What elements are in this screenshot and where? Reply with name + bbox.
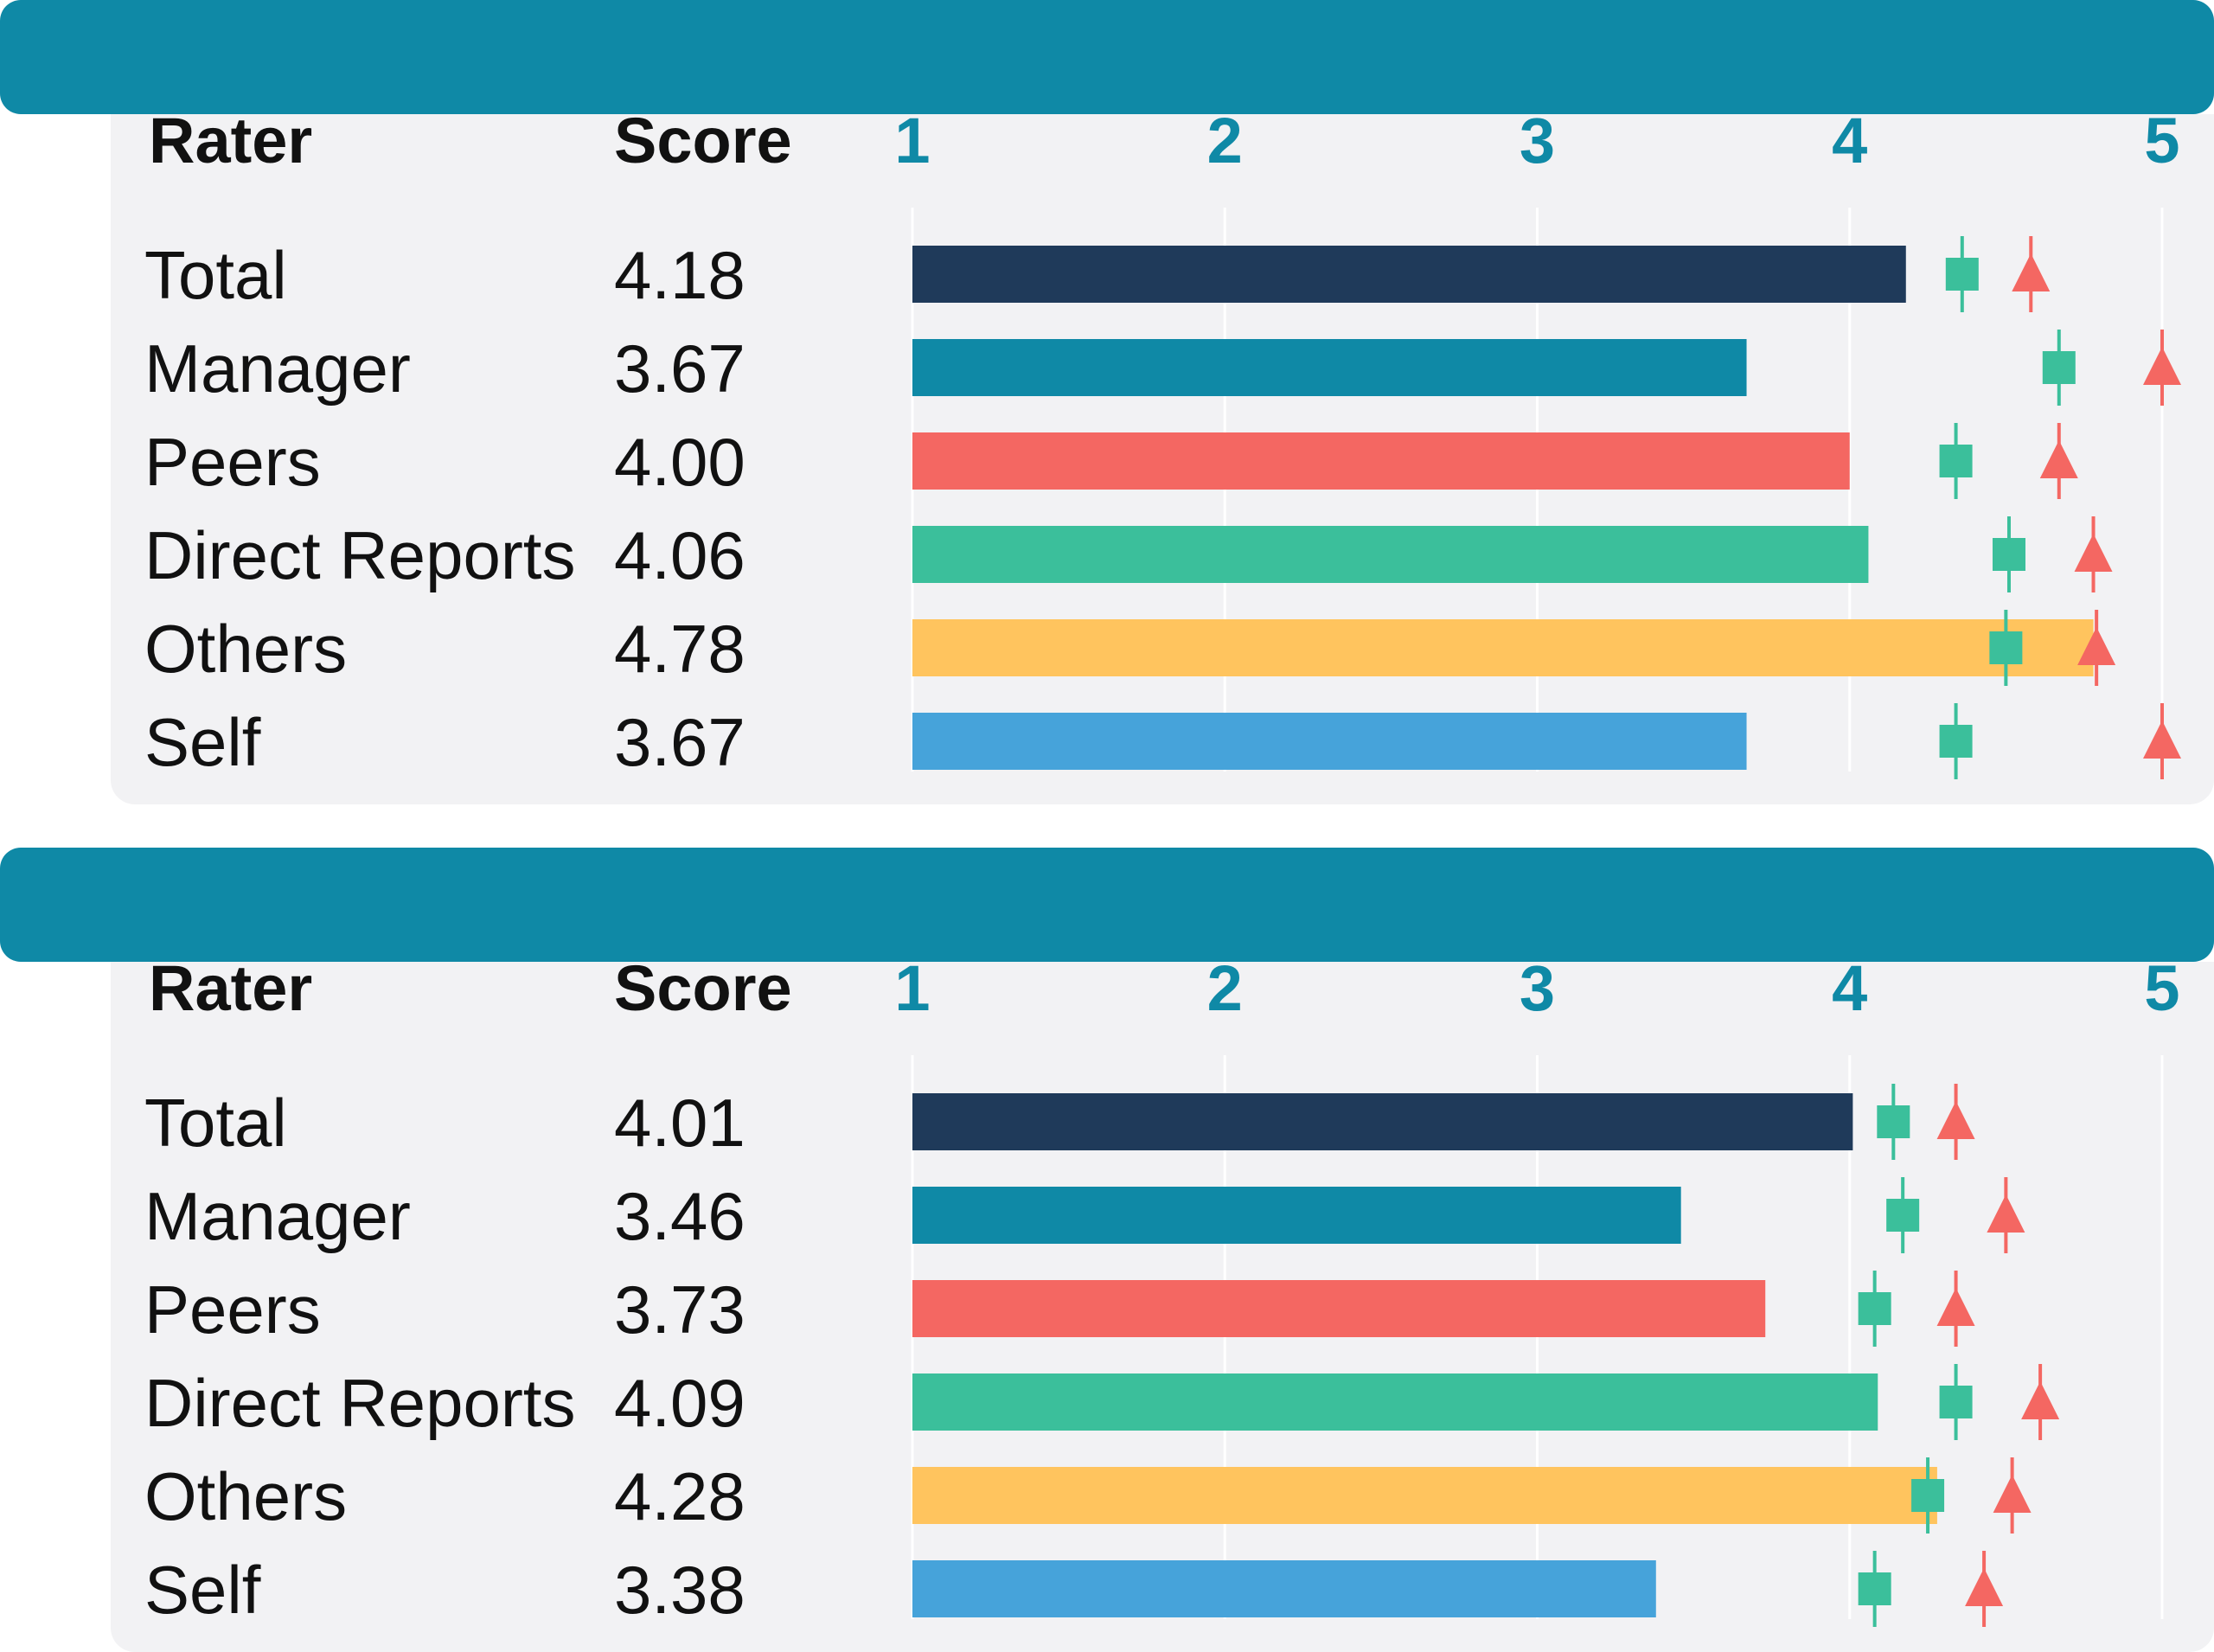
score-column-header: Score — [614, 105, 792, 176]
triangle-marker — [2143, 703, 2181, 779]
triangle-marker — [2039, 423, 2078, 499]
rater-label: Total — [144, 237, 287, 313]
triangle-marker — [2021, 1364, 2060, 1440]
triangle-marker — [1987, 1177, 2025, 1253]
x-tick-label: 2 — [1207, 952, 1243, 1024]
rater-label: Others — [144, 611, 347, 687]
x-tick-label: 3 — [1520, 952, 1555, 1024]
rater-label: Manager — [144, 330, 411, 407]
score-value: 4.00 — [614, 424, 745, 500]
x-tick-label: 2 — [1207, 105, 1243, 176]
x-tick-label: 4 — [1832, 105, 1867, 176]
rater-label: Peers — [144, 424, 321, 500]
x-tick-label: 3 — [1520, 105, 1555, 176]
x-tick-label: 5 — [2144, 105, 2179, 176]
rater-column-header: Rater — [149, 105, 312, 176]
chart-section-2: Rater Score 1 2 3 4 5 Total 4.01 Manager 3.46 Peers… — [0, 848, 2214, 1652]
triangle-marker — [1965, 1551, 2004, 1627]
score-bar — [912, 246, 1906, 303]
rater-score-chart-1: Rater Score 1 2 3 4 5 Total 4.18 Manager 3.67 Peers… — [144, 105, 2181, 780]
score-value: 3.67 — [614, 704, 745, 780]
score-bar — [912, 339, 1747, 396]
triangle-marker — [2143, 330, 2181, 406]
score-bar — [912, 1560, 1656, 1617]
square-marker — [1992, 516, 2025, 592]
score-bar — [912, 713, 1747, 770]
score-bar — [912, 1280, 1766, 1337]
rater-label: Total — [144, 1085, 287, 1161]
triangle-marker — [1936, 1271, 1975, 1347]
square-marker — [1858, 1271, 1891, 1347]
score-column-header: Score — [614, 952, 792, 1024]
section-header-band — [0, 848, 2214, 962]
square-marker — [1886, 1177, 1920, 1253]
score-value: 3.38 — [614, 1552, 745, 1628]
score-bar — [912, 1093, 1853, 1150]
score-bar — [912, 619, 2094, 676]
score-value: 4.18 — [614, 237, 745, 313]
square-marker — [1939, 1364, 1973, 1440]
score-bar — [912, 1467, 1937, 1524]
score-bar — [912, 1373, 1878, 1431]
square-marker — [1858, 1551, 1891, 1627]
score-value: 3.73 — [614, 1271, 745, 1348]
score-bar — [912, 526, 1869, 583]
rater-column-header: Rater — [149, 952, 312, 1024]
rater-label: Direct Reports — [144, 517, 575, 593]
square-marker — [1989, 610, 2023, 686]
rater-label: Self — [144, 1552, 261, 1628]
rater-label: Self — [144, 704, 261, 780]
score-bar — [912, 1187, 1681, 1244]
score-value: 4.78 — [614, 611, 745, 687]
rater-label: Others — [144, 1458, 347, 1534]
square-marker — [1911, 1457, 1945, 1534]
x-tick-label: 5 — [2144, 952, 2179, 1024]
rater-score-chart-2: Rater Score 1 2 3 4 5 Total 4.01 Manager 3.46 Peers… — [144, 952, 2180, 1628]
square-marker — [2042, 330, 2076, 406]
rater-label: Direct Reports — [144, 1365, 575, 1441]
x-tick-label: 1 — [894, 105, 930, 176]
rater-label: Manager — [144, 1178, 411, 1254]
section-header-band — [0, 0, 2214, 114]
score-bar — [912, 432, 1850, 490]
square-marker — [1945, 236, 1979, 312]
x-tick-label: 1 — [894, 952, 930, 1024]
square-marker — [1877, 1084, 1910, 1160]
chart-section-1: Rater Score 1 2 3 4 5 Total 4.18 Manager 3.67 Peers… — [0, 0, 2214, 804]
square-marker — [1939, 423, 1973, 499]
x-tick-label: 4 — [1832, 952, 1867, 1024]
triangle-marker — [1936, 1084, 1975, 1160]
triangle-marker — [2074, 516, 2113, 592]
rater-label: Peers — [144, 1271, 321, 1348]
score-value: 4.28 — [614, 1458, 745, 1534]
triangle-marker — [2077, 610, 2116, 686]
triangle-marker — [1993, 1457, 2032, 1534]
score-value: 3.46 — [614, 1178, 745, 1254]
triangle-marker — [2012, 236, 2051, 312]
score-value: 3.67 — [614, 330, 745, 407]
score-value: 4.09 — [614, 1365, 745, 1441]
square-marker — [1939, 703, 1973, 779]
score-value: 4.01 — [614, 1085, 745, 1161]
score-value: 4.06 — [614, 517, 745, 593]
